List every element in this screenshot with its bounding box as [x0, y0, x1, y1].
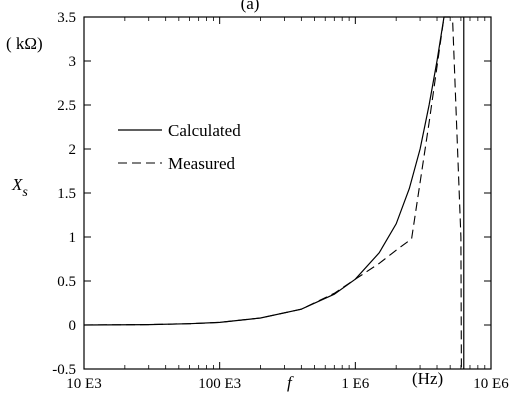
y-tick-label: 3.5	[57, 10, 76, 26]
y-tick-label: 3	[69, 54, 77, 70]
x-axis-label: f	[287, 373, 294, 392]
y-axis-label-sub: s	[22, 185, 28, 200]
y-tick-label: 0.5	[57, 274, 76, 290]
y-axis-label-main: X	[11, 175, 23, 194]
legend-label-calculated: Calculated	[168, 121, 241, 140]
y-tick-label: 2.5	[57, 98, 76, 114]
series-lines	[83, 16, 465, 370]
x-tick-label: 10 E3	[66, 376, 101, 392]
y-axis-label: Xs	[11, 175, 28, 200]
chart-title: (a)	[241, 0, 260, 13]
series-line-measured	[83, 16, 462, 370]
y-tick-label: 1.5	[57, 186, 76, 202]
series-line-calculated	[83, 16, 451, 326]
legend-label-measured: Measured	[168, 154, 236, 173]
x-axis-ticks: 10 E3 100 E3 1 E6 10 E6	[66, 17, 509, 392]
x-tick-label: 10 E6	[473, 376, 509, 392]
x-axis-unit: (Hz)	[412, 369, 443, 388]
y-tick-label: 0	[69, 318, 77, 334]
legend: Calculated Measured	[118, 121, 241, 173]
y-tick-label: 2	[69, 142, 77, 158]
x-tick-label: 100 E3	[198, 376, 241, 392]
y-tick-label: -0.5	[52, 362, 76, 378]
y-axis-ticks: -0.5 0 0.5 1 1.5 2 2.5 3 3.5	[52, 10, 491, 378]
y-tick-label: 1	[69, 230, 77, 246]
x-tick-label: 1 E6	[341, 376, 369, 392]
y-axis-unit: ( kΩ)	[6, 34, 43, 53]
plot-frame	[83, 16, 492, 370]
